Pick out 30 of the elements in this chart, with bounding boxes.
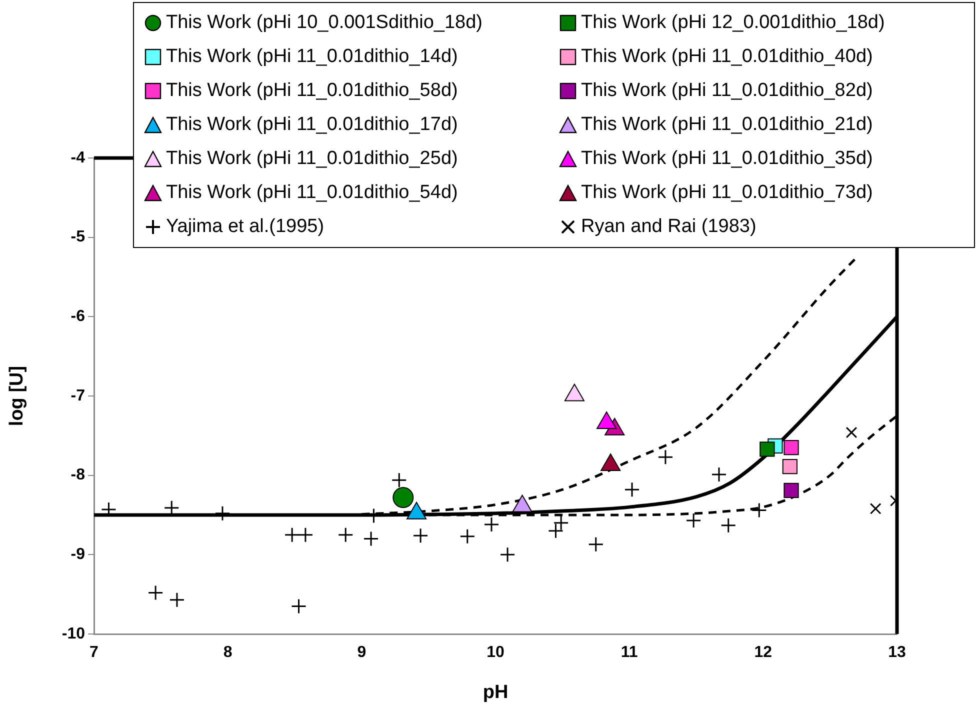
legend-label: Ryan and Rai (1983) [581,216,756,238]
legend-label: This Work (pHi 11_0.01dithio_17d) [166,114,458,136]
legend-label: This Work (pHi 11_0.01dithio_35d) [581,148,873,170]
y-axis-title: log [U] [6,366,28,426]
legend-label: Yajima et al.(1995) [166,216,324,238]
legend-label: This Work (pHi 11_0.01dithio_82d) [581,80,873,102]
y-tick-label: -9 [70,546,86,564]
x-tick-label: 7 [90,644,99,662]
y-tick-label: -10 [62,625,86,642]
x-axis-title: pH [482,682,508,703]
y-tick-label: -5 [70,228,86,246]
x-tick-label: 9 [357,644,366,662]
x-tick-label: 11 [620,644,638,662]
legend-label: This Work (pHi 12_0.001dithio_18d) [581,12,885,34]
legend-label: This Work (pHi 11_0.01dithio_25d) [166,148,458,170]
legend-label: This Work (pHi 11_0.01dithio_58d) [166,80,458,102]
legend-label: This Work (pHi 11_0.01dithio_21d) [581,114,873,136]
x-tick-label: 10 [486,644,504,662]
legend-label: This Work (pHi 11_0.01dithio_73d) [581,182,873,204]
x-tick-label: 12 [754,644,772,662]
y-tick-label: -6 [70,308,86,326]
y-tick-label: -4 [70,149,86,166]
legend-label: This Work (pHi 11_0.01dithio_40d) [581,46,873,68]
y-tick-label: -7 [70,387,86,404]
y-tick-label: -8 [70,466,86,484]
legend-label: This Work (pHi 11_0.01dithio_54d) [166,182,458,204]
x-tick-label: 13 [888,644,906,662]
x-tick-label: 8 [223,644,232,662]
legend-label: This Work (pHi 11_0.01dithio_14d) [166,46,458,68]
legend-label: This Work (pHi 10_0.001Sdithio_18d) [166,12,482,34]
